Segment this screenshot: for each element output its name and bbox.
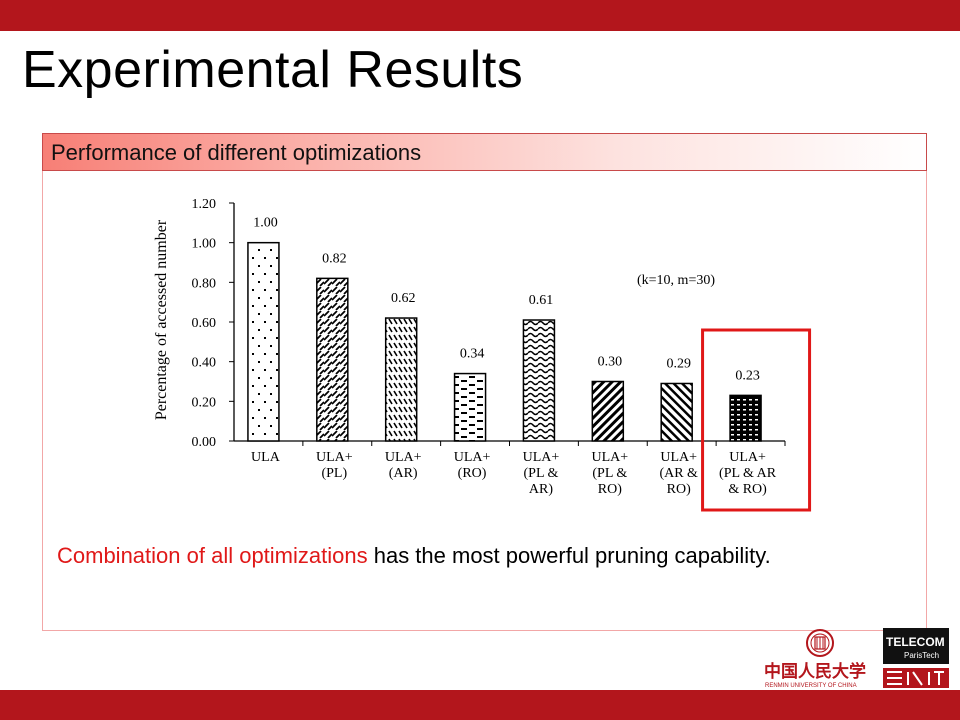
category-label: ULA+ (729, 450, 766, 465)
y-tick-label: 0.40 (192, 356, 217, 371)
caption-rest: has the most powerful pruning capability… (367, 543, 771, 568)
bar (316, 277, 349, 442)
bar-value-label: 0.23 (735, 368, 760, 383)
y-axis-title-group: Percentage of accessed number (153, 219, 170, 420)
value-labels: 1.00 0.82 0.62 0.34 0.61 0.30 0.29 0.23 (253, 216, 760, 384)
y-tick-label: 1.20 (192, 197, 217, 212)
renmin-name: 中国人民大学 (764, 661, 866, 682)
category-label: RO) (598, 482, 622, 497)
section-header: Performance of different optimizations (42, 133, 927, 171)
chart-annotation: (k=10, m=30) (637, 273, 715, 288)
renmin-subtitle: RENMIN UNIVERSITY OF CHINA (765, 683, 857, 689)
paristech-word: ParisTech (904, 651, 939, 660)
category-label: (PL & (592, 466, 627, 481)
bar-value-label: 1.00 (253, 216, 278, 231)
y-tick-label: 0.60 (192, 316, 217, 331)
y-tick-label: 0.80 (192, 276, 217, 291)
bar (453, 372, 487, 442)
category-label: ULA+ (660, 450, 697, 465)
bar (591, 380, 625, 442)
category-labels: ULA ULA+(PL)ULA+(AR)ULA+(RO)ULA+(PL &AR)U… (251, 441, 786, 497)
top-banner (0, 0, 960, 31)
bar-value-label: 0.30 (598, 355, 623, 370)
category-label: (PL & (524, 466, 559, 481)
bar (247, 241, 280, 442)
y-tick-label: 0.20 (192, 395, 217, 410)
telecom-paristech-logo: TELECOM ParisTech (883, 628, 949, 688)
renmin-university-logo: 中国人民大学 RENMIN UNIVERSITY OF CHINA (764, 629, 866, 689)
caption-highlight: Combination of all optimizations (57, 543, 368, 568)
slide-title: Experimental Results (22, 41, 524, 99)
bar (660, 382, 693, 442)
category-label: (AR) (389, 466, 418, 481)
y-tick-label: 0.00 (192, 435, 217, 450)
y-ticks: 0.00 0.20 0.40 0.60 0.80 1.00 1.20 (192, 197, 234, 450)
telecom-word: TELECOM (886, 635, 945, 649)
category-label: ULA+ (591, 450, 628, 465)
category-label: ULA+ (385, 450, 422, 465)
highlight-box (701, 328, 812, 512)
category-label: & RO) (728, 482, 767, 497)
category-label: (RO) (458, 466, 487, 481)
telecom-seal-icon (883, 668, 949, 688)
bar-value-label: 0.62 (391, 291, 416, 306)
y-axis-title: Percentage of accessed number (153, 219, 170, 420)
category-label: ULA+ (454, 450, 491, 465)
y-tick-label: 1.00 (192, 237, 217, 252)
category-label: AR) (529, 482, 553, 497)
category-label: ULA+ (316, 450, 353, 465)
bar-value-label: 0.82 (322, 251, 347, 266)
bar-value-label: 0.61 (529, 293, 554, 308)
bar (384, 317, 418, 442)
bar-value-label: 0.34 (460, 347, 485, 362)
section-header-text: Performance of different optimizations (51, 140, 422, 165)
caption: Combination of all optimizations has the… (57, 543, 771, 569)
category-label: ULA (251, 450, 281, 465)
category-label: RO) (667, 482, 691, 497)
category-label: (AR & (659, 466, 698, 481)
bar-value-label: 0.29 (666, 356, 691, 371)
university-seal-icon (806, 629, 834, 657)
bar (522, 319, 556, 442)
category-label: ULA+ (523, 450, 560, 465)
bar (729, 394, 762, 442)
category-label: (PL & AR (719, 466, 777, 481)
category-label: (PL) (321, 466, 347, 481)
bars (247, 241, 762, 442)
bar-chart: Percentage of accessed number 0.000.200.… (153, 197, 812, 512)
bottom-banner (0, 690, 960, 720)
